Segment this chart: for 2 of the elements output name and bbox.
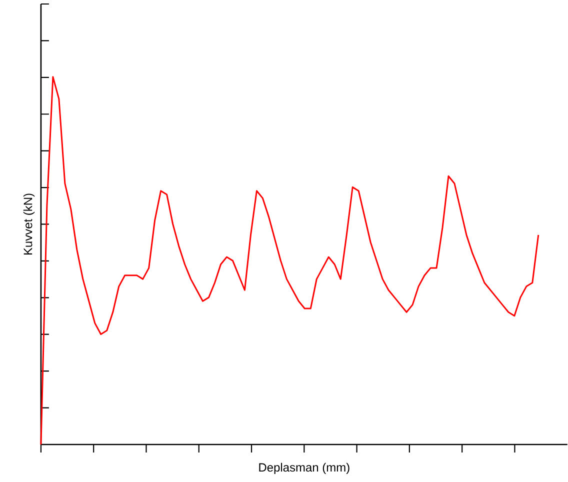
- y-axis-title: Kuvvet (kN): [23, 193, 35, 254]
- x-axis-title: Deplasman (mm): [259, 462, 350, 474]
